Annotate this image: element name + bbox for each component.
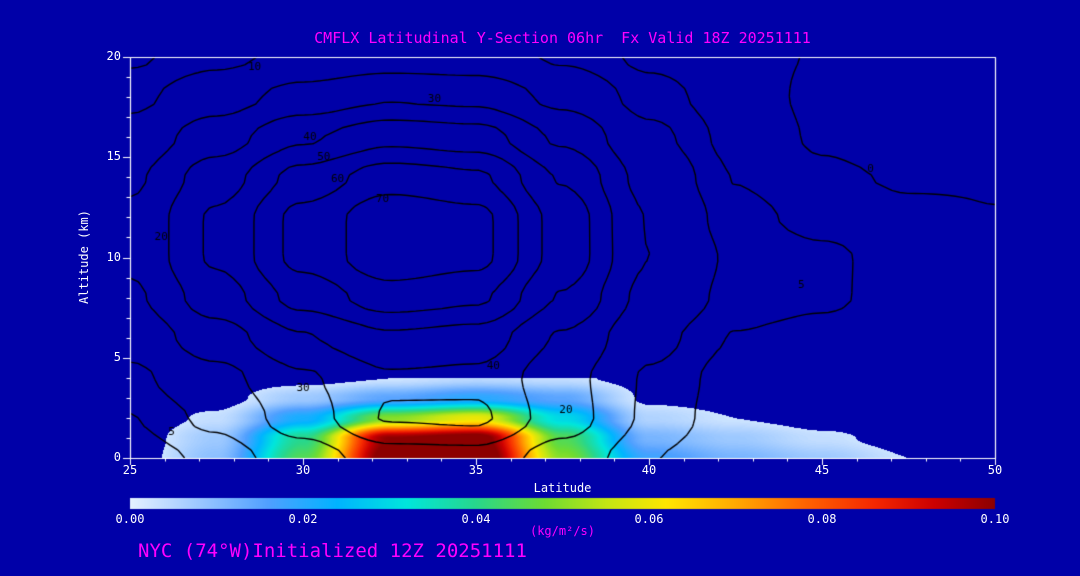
x-tick-label: 30 — [295, 463, 311, 477]
y-tick-label: 20 — [106, 49, 121, 63]
x-tick-label: 25 — [122, 463, 138, 477]
y-tick-label: 0 — [113, 450, 121, 464]
y-tick-label: 5 — [113, 349, 121, 364]
colorbar-units-label: (kg/m²/s) — [529, 524, 596, 538]
footer-annotation: NYC (74°W)Initialized 12Z 20251111 — [138, 540, 527, 562]
colorbar-tick-label: 0.00 — [115, 512, 145, 526]
colorbar-tick-label: 0.04 — [461, 512, 491, 526]
x-tick-label: 50 — [987, 463, 1003, 477]
y-tick-label: 10 — [106, 249, 121, 264]
colorbar-tick-label: 0.10 — [980, 512, 1010, 526]
colorbar-tick-label: 0.08 — [807, 512, 837, 526]
x-tick-label: 35 — [468, 463, 484, 477]
plot-title: CMFLX Latitudinal Y-Section 06hr Fx Vali… — [314, 29, 811, 47]
colorbar-tick-label: 0.02 — [288, 512, 318, 526]
x-axis-label: Latitude — [533, 481, 592, 495]
colorbar-tick-label: 0.06 — [634, 512, 664, 526]
x-tick-label: 40 — [641, 463, 657, 477]
y-tick-label: 15 — [106, 149, 121, 164]
x-tick-label: 45 — [814, 463, 830, 477]
